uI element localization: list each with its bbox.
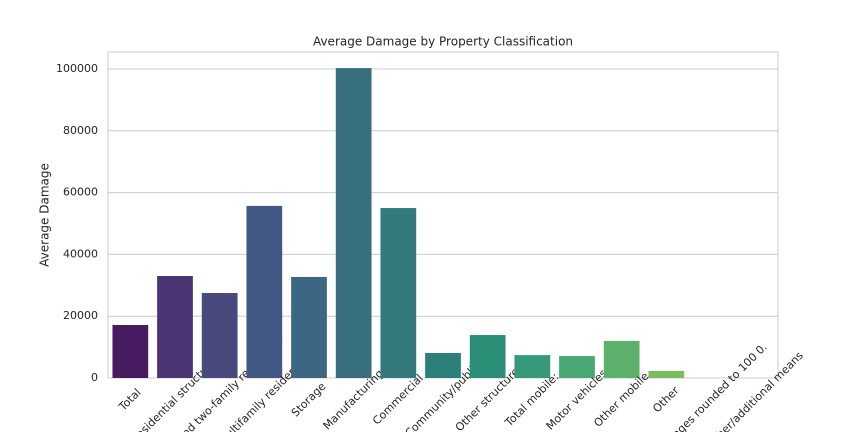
- y-tick-label: 100000: [56, 62, 98, 75]
- x-tick-label: Total: [116, 386, 144, 414]
- y-tick-label: 0: [91, 371, 98, 384]
- bar: [291, 276, 327, 378]
- bar: [514, 355, 551, 378]
- bar: [335, 68, 372, 379]
- y-tick-label: 40000: [63, 247, 98, 260]
- y-tick-label: 60000: [63, 186, 98, 199]
- x-tick-label: Other: [650, 384, 682, 416]
- bar: [425, 352, 461, 378]
- bar: [157, 276, 193, 378]
- chart-title: Average Damage by Property Classificatio…: [313, 35, 573, 49]
- bar: [603, 340, 640, 378]
- bar: [246, 205, 283, 378]
- y-axis-label: Average Damage: [38, 163, 52, 267]
- bar: [648, 370, 685, 378]
- y-tick-label: 20000: [63, 309, 98, 322]
- bar: [469, 335, 506, 378]
- bar: [559, 356, 595, 378]
- x-tick-label: Storage: [289, 380, 329, 420]
- bar: [380, 208, 417, 378]
- bar: [201, 293, 238, 378]
- bar: [112, 325, 149, 378]
- y-tick-label: 80000: [63, 124, 98, 137]
